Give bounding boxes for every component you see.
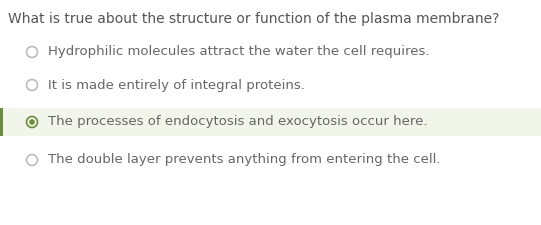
Text: It is made entirely of integral proteins.: It is made entirely of integral proteins… xyxy=(48,79,305,92)
Text: The double layer prevents anything from entering the cell.: The double layer prevents anything from … xyxy=(48,153,440,166)
Circle shape xyxy=(27,47,37,58)
Text: Hydrophilic molecules attract the water the cell requires.: Hydrophilic molecules attract the water … xyxy=(48,45,430,58)
FancyBboxPatch shape xyxy=(0,108,541,136)
Circle shape xyxy=(29,119,35,125)
Text: The processes of endocytosis and exocytosis occur here.: The processes of endocytosis and exocyto… xyxy=(48,115,427,128)
FancyBboxPatch shape xyxy=(0,108,3,136)
Circle shape xyxy=(27,117,37,128)
Circle shape xyxy=(27,155,37,166)
Text: What is true about the structure or function of the plasma membrane?: What is true about the structure or func… xyxy=(8,12,499,26)
Circle shape xyxy=(27,79,37,90)
